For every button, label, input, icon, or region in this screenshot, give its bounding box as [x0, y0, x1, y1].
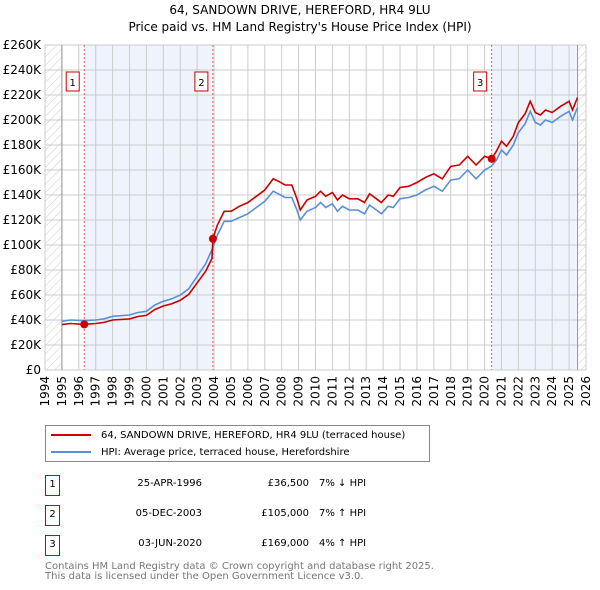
x-tick-label: 2007: [258, 376, 272, 407]
transaction-hpi: 7% ↑ HPI: [319, 508, 367, 519]
transaction-price: £169,000: [261, 538, 309, 549]
sale-point: [80, 320, 89, 329]
property-series-line: [61, 97, 579, 326]
x-tick-label: 2002: [173, 376, 187, 407]
x-tick-label: 2016: [410, 376, 424, 407]
x-tick-label: 2001: [156, 376, 170, 407]
x-tick-label: 2010: [309, 376, 323, 407]
x-tick-label: 2025: [562, 376, 576, 407]
transaction-date: 05-DEC-2003: [135, 508, 202, 519]
x-tick-label: 1998: [106, 376, 120, 407]
legend-label: HPI: Average price, terraced house, Here…: [101, 446, 350, 458]
transaction-row: 1 25-APR-1996 £36,500 7% ↓ HPI: [45, 475, 445, 496]
x-tick-label: 2020: [478, 376, 492, 407]
x-tick-label: 2017: [427, 376, 441, 407]
sale-label-box: [65, 71, 80, 92]
y-tick-label: £200K: [3, 113, 43, 127]
x-tick-label: 2019: [461, 376, 475, 407]
sale-label-box: [473, 71, 488, 92]
transaction-price: £36,500: [267, 478, 309, 489]
legend-label: 64, SANDOWN DRIVE, HEREFORD, HR4 9LU (te…: [101, 429, 406, 441]
legend-item-hpi: HPI: Average price, terraced house, Here…: [46, 444, 349, 460]
x-tick-label: 2014: [376, 376, 390, 407]
y-tick-label: £180K: [3, 138, 43, 152]
transaction-date: 25-APR-1996: [137, 478, 202, 489]
transaction-hpi: 7% ↓ HPI: [319, 478, 367, 489]
footer-copyright: Contains HM Land Registry data © Crown c…: [45, 561, 434, 572]
no-data-hatch: [577, 45, 586, 370]
x-tick-label: 2024: [545, 376, 559, 407]
transaction-number: 1: [45, 475, 60, 496]
x-tick-label: 1994: [38, 376, 52, 407]
x-tick-label: 2026: [579, 376, 593, 407]
x-tick-label: 1997: [89, 376, 103, 407]
x-tick-label: 2003: [190, 376, 204, 407]
sale-label-box: [194, 71, 209, 92]
x-tick-label: 2012: [342, 376, 356, 407]
ownership-shade: [491, 45, 578, 370]
y-tick-label: £260K: [3, 38, 43, 52]
x-tick-label: 1995: [55, 376, 69, 407]
x-tick-label: 2013: [359, 376, 373, 407]
price-chart: 1 2 3 £0 £20K £40K £60K £80K £100K £120K £140K £160…: [3, 38, 593, 407]
x-tick-label: 2006: [241, 376, 255, 407]
legend: 64, SANDOWN DRIVE, HEREFORD, HR4 9LU (te…: [45, 425, 430, 462]
sale-label: 3: [477, 78, 483, 89]
x-tick-label: 2005: [224, 376, 238, 407]
x-tick-label: 2008: [275, 376, 289, 407]
x-tick-label: 2000: [139, 376, 153, 407]
x-tick-label: 2023: [528, 376, 542, 407]
legend-swatch-hpi: [51, 451, 91, 453]
no-data-hatch: [45, 45, 62, 370]
sale-label: 2: [198, 78, 204, 89]
y-tick-label: £80K: [10, 263, 42, 277]
hpi-series-line: [61, 107, 579, 323]
y-tick-label: £120K: [3, 213, 43, 227]
transaction-row: 2 05-DEC-2003 £105,000 7% ↑ HPI: [45, 505, 445, 526]
x-tick-label: 2022: [511, 376, 525, 407]
legend-item-property: 64, SANDOWN DRIVE, HEREFORD, HR4 9LU (te…: [46, 427, 405, 443]
x-tick-label: 1996: [72, 376, 86, 407]
footer-licence: This data is licensed under the Open Gov…: [45, 571, 364, 582]
x-tick-label: 1999: [123, 376, 137, 407]
transaction-date: 03-JUN-2020: [138, 538, 202, 549]
transaction-hpi: 4% ↑ HPI: [319, 538, 367, 549]
ownership-shade: [84, 45, 213, 370]
sale-point: [208, 234, 217, 243]
y-tick-label: £140K: [3, 188, 43, 202]
x-tick-label: 2018: [444, 376, 458, 407]
x-tick-label: 2009: [292, 376, 306, 407]
y-tick-label: £240K: [3, 63, 43, 77]
transaction-price: £105,000: [261, 508, 309, 519]
x-tick-label: 2004: [207, 376, 221, 407]
chart-title: 64, SANDOWN DRIVE, HEREFORD, HR4 9LU: [169, 3, 431, 17]
x-tick-label: 2021: [494, 376, 508, 407]
y-tick-label: £0: [26, 363, 41, 377]
sale-point: [487, 154, 496, 163]
sale-label: 1: [70, 78, 76, 89]
chart-subtitle: Price paid vs. HM Land Registry's House …: [128, 20, 472, 34]
legend-swatch-property: [51, 434, 91, 436]
y-tick-label: £40K: [10, 313, 42, 327]
transaction-number: 3: [45, 535, 60, 556]
x-tick-label: 2015: [393, 376, 407, 407]
y-tick-label: £220K: [3, 88, 43, 102]
transaction-row: 3 03-JUN-2020 £169,000 4% ↑ HPI: [45, 535, 445, 556]
transaction-number: 2: [45, 505, 60, 526]
x-tick-label: 2011: [325, 376, 339, 407]
y-tick-label: £20K: [10, 338, 42, 352]
y-tick-label: £100K: [3, 238, 43, 252]
y-tick-label: £60K: [10, 288, 42, 302]
y-tick-label: £160K: [3, 163, 43, 177]
